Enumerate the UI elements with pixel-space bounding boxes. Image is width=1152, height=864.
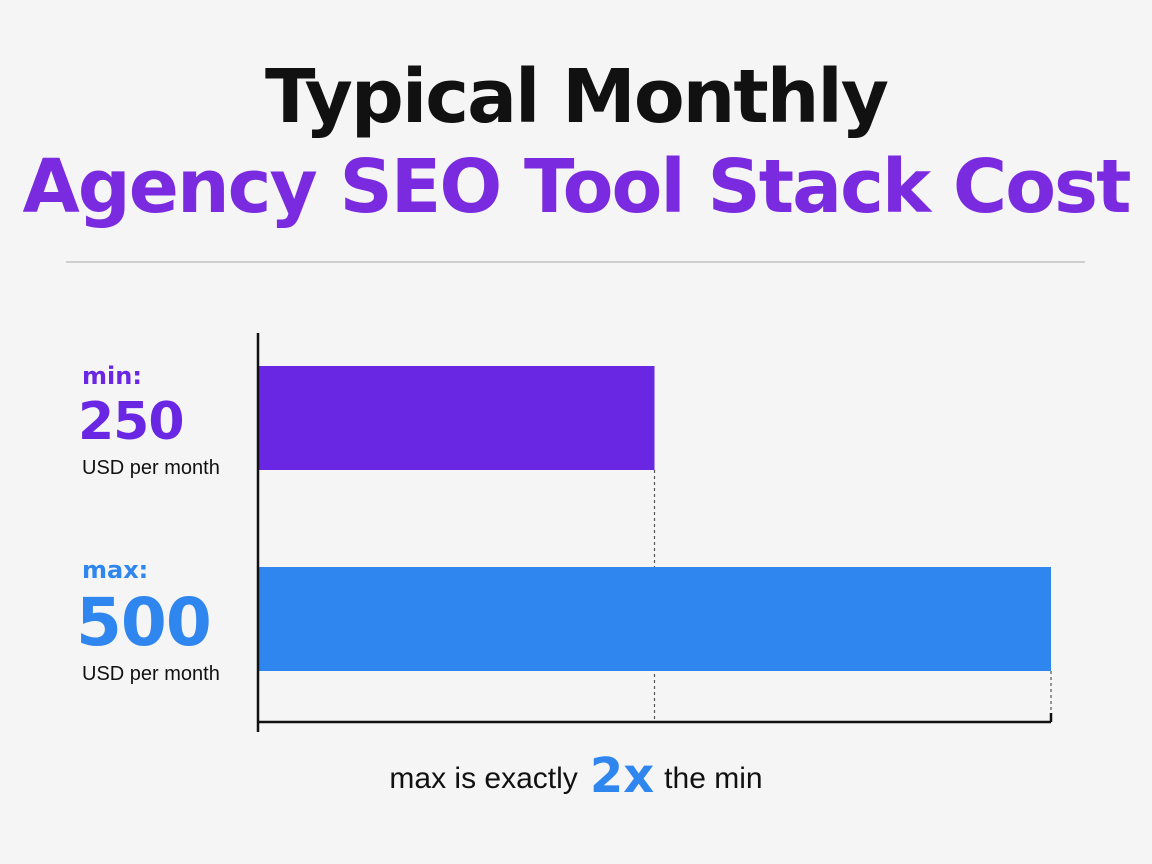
footnote-text-after: the min <box>664 762 763 795</box>
max-unit-label: USD per month <box>82 663 220 685</box>
min-key-label: min: <box>82 362 142 390</box>
footnote-multiplier: 2x <box>589 748 655 804</box>
comparison-footnote: max is exactly 2x the min <box>0 744 1152 811</box>
bar-min <box>258 366 655 470</box>
chart-title-line-2: Agency SEO Tool Stack Cost <box>22 144 1132 230</box>
chart-title-line-1: Typical Monthly <box>264 54 889 140</box>
min-value-label: 250 <box>78 392 185 452</box>
title-divider <box>66 261 1085 263</box>
max-value-label: 500 <box>76 584 212 661</box>
min-unit-label: USD per month <box>82 457 220 479</box>
max-key-label: max: <box>82 556 149 584</box>
footnote-text-before: max is exactly <box>389 762 578 795</box>
bar-max <box>258 567 1051 671</box>
